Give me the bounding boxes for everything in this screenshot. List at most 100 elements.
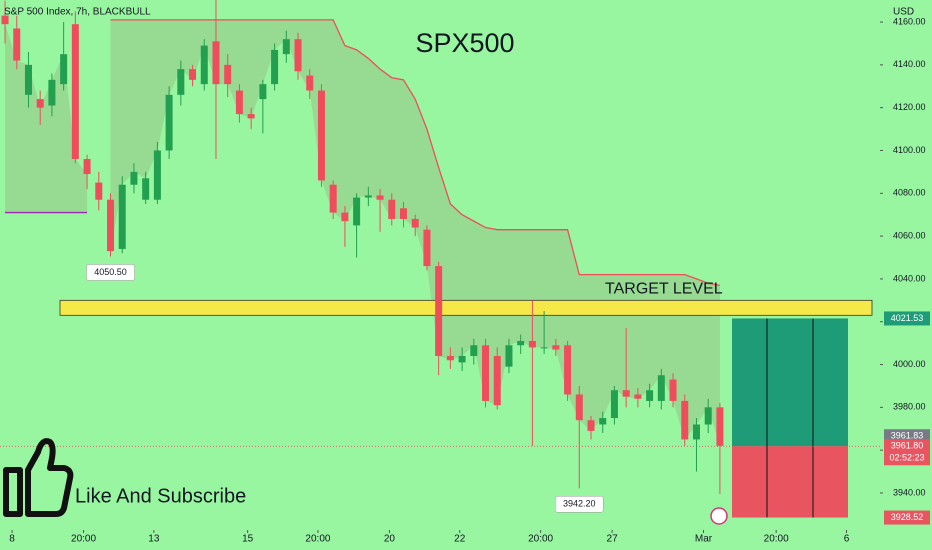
x-tick-label: 13 (148, 534, 160, 545)
y-tick-label: 4000.00 (893, 359, 926, 369)
candle-body (411, 218, 419, 228)
chart-title: SPX500 (415, 28, 514, 58)
candle-body (528, 340, 536, 348)
target-label: TARGET LEVEL (605, 281, 723, 298)
thumbs-up-icon (3, 438, 74, 517)
candle-body (505, 345, 513, 367)
candle-body (599, 418, 607, 425)
candle-body (458, 355, 466, 363)
x-tick-label: 6 (844, 534, 850, 545)
candle-body (271, 49, 279, 85)
alert-icon (710, 507, 728, 525)
candle-body (71, 24, 79, 160)
entry-tag: 3961.80 (891, 441, 924, 451)
chart-subtitle: S&P 500 Index, 7h, BLACKBULL (4, 7, 151, 18)
y-tick-label: 4120.00 (893, 102, 926, 112)
candle-body (669, 379, 677, 401)
low-label: 3942.20 (563, 499, 596, 509)
y-tick-label: 4140.00 (893, 59, 926, 69)
candle-body (189, 69, 197, 80)
candle-body (60, 54, 68, 85)
stop-tag: 3928.52 (891, 512, 924, 522)
y-tick-label: 4080.00 (893, 188, 926, 198)
candle-body (341, 212, 349, 222)
candle-body (1, 15, 9, 25)
candle-body (259, 84, 267, 100)
target-tag-box (884, 311, 930, 326)
x-tick-label: 8 (9, 534, 15, 545)
target-tag: 4021.53 (891, 313, 924, 323)
candle-body (622, 390, 630, 397)
candle-body (200, 45, 208, 85)
candle-body (517, 340, 525, 346)
y-tick-label: 3980.00 (893, 402, 926, 412)
candle-body (83, 159, 91, 175)
candle-body (282, 39, 290, 55)
candle-body (317, 90, 325, 181)
candle-body (107, 199, 115, 252)
candle-body (48, 79, 56, 106)
candle-body (423, 229, 431, 267)
x-tick-label: 20:00 (528, 534, 553, 545)
candle-body (482, 345, 490, 401)
candle-body (24, 64, 32, 95)
candle-body (329, 184, 337, 213)
y-tick-label: 3940.00 (893, 487, 926, 497)
candle-body (353, 197, 361, 226)
last-price-tag: 3961.83 (891, 431, 924, 441)
x-tick-label: 20:00 (71, 534, 96, 545)
candle-body (692, 424, 700, 440)
candle-body (376, 195, 384, 200)
entry-tag-box (884, 439, 930, 466)
candle-body (587, 420, 595, 431)
candle-body (177, 69, 185, 95)
entry-tag-countdown: 02:52:23 (889, 453, 924, 463)
candle-body (470, 345, 478, 356)
candle-body (552, 345, 560, 350)
candle-body (564, 345, 572, 395)
candle-body (435, 266, 443, 356)
candle-body (364, 195, 372, 198)
y-tick-label: 4160.00 (893, 16, 926, 26)
candle-body (118, 184, 126, 249)
candle-body (235, 90, 243, 115)
target-zone (59, 299, 873, 316)
candle-body (446, 355, 454, 361)
candle-body (681, 400, 689, 440)
x-tick-label: 20 (384, 534, 396, 545)
candle-body (36, 99, 44, 108)
stop-tag-box (884, 510, 930, 525)
x-tick-label: 27 (607, 534, 619, 545)
y-tick-label: 4100.00 (893, 145, 926, 155)
y-tick-label: 4060.00 (893, 230, 926, 240)
candle-body (247, 114, 255, 119)
upper-stop-line (110, 19, 721, 286)
currency-label: USD (893, 7, 914, 18)
low-label-box (555, 496, 604, 513)
candle-body (153, 150, 161, 200)
candle-body (575, 394, 583, 421)
candle-body (388, 199, 396, 219)
upper-stop-line-shade (110, 19, 720, 446)
candle-body (493, 355, 501, 406)
candle-body (130, 171, 138, 185)
x-tick-label: 20:00 (764, 534, 789, 545)
candle-body (306, 75, 314, 91)
annotation: Like And Subscribe (75, 485, 246, 507)
candle-body (165, 94, 173, 151)
candle-body (294, 39, 302, 72)
low-label-box (86, 264, 135, 281)
x-tick-label: 15 (242, 534, 254, 545)
candle-body (95, 182, 103, 200)
candle-body (646, 390, 654, 401)
candle-body (716, 407, 724, 446)
candle-body (540, 347, 548, 349)
candle-body (142, 178, 150, 200)
y-tick-label: 4040.00 (893, 273, 926, 283)
candle-body (657, 375, 665, 401)
position-stop (732, 446, 848, 518)
x-tick-label: 22 (454, 534, 466, 545)
candle-body (212, 41, 220, 85)
plot-area: TARGET LEVEL 4050.50 3942.20 (0, 0, 880, 518)
